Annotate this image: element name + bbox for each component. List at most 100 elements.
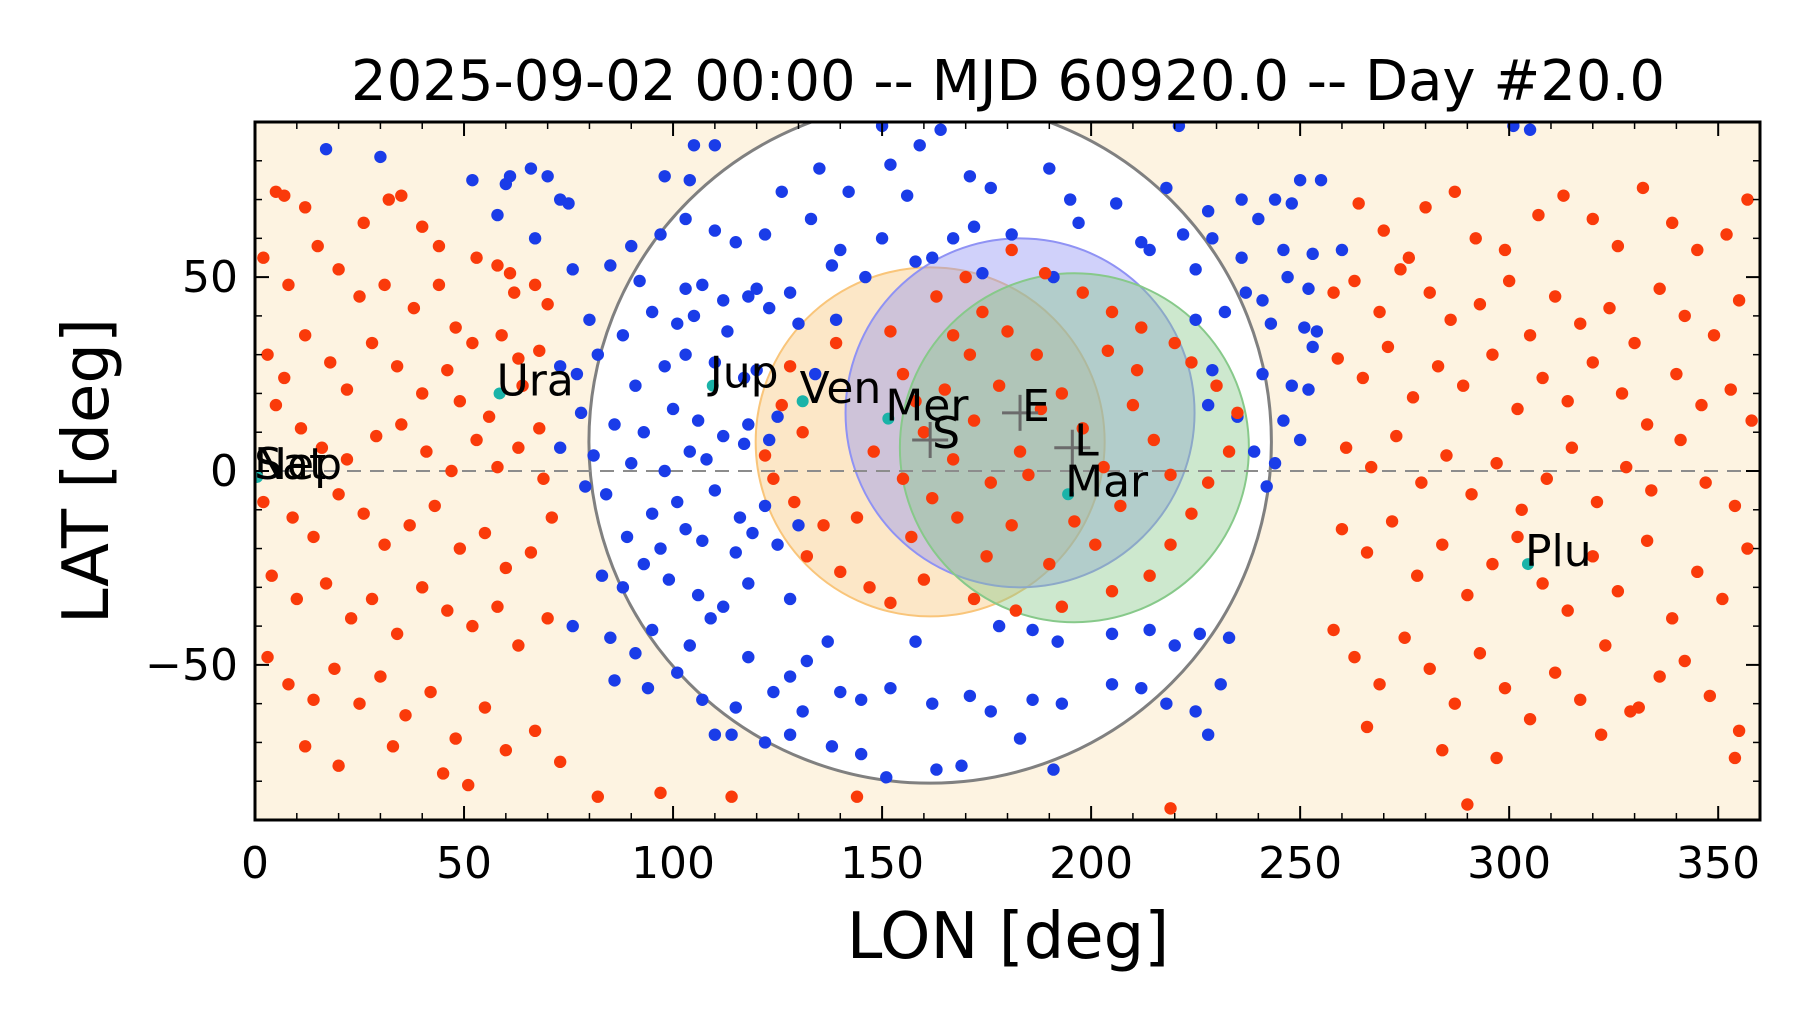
visible-point bbox=[679, 522, 692, 536]
excluded-point bbox=[1666, 216, 1679, 230]
visible-point bbox=[562, 197, 575, 210]
visible-point bbox=[854, 747, 868, 761]
y-tick-label: 0 bbox=[210, 446, 238, 497]
excluded-point bbox=[499, 561, 513, 575]
excluded-point bbox=[382, 193, 395, 206]
excluded-point bbox=[420, 445, 433, 458]
excluded-point bbox=[378, 278, 391, 292]
visible-point bbox=[679, 348, 692, 361]
excluded-point bbox=[395, 418, 408, 431]
planet-dot-sat bbox=[255, 470, 264, 483]
visible-point bbox=[708, 484, 722, 497]
excluded-point bbox=[1147, 433, 1161, 447]
planet-label-ura: Ura bbox=[497, 355, 574, 406]
excluded-point bbox=[332, 488, 345, 501]
excluded-point bbox=[424, 685, 437, 699]
marker-label-l: L bbox=[1074, 416, 1099, 467]
excluded-point bbox=[533, 344, 546, 357]
visible-point bbox=[491, 208, 504, 222]
visible-point bbox=[1013, 732, 1027, 745]
excluded-point bbox=[896, 472, 910, 485]
excluded-point bbox=[1640, 418, 1654, 431]
visible-point bbox=[1105, 627, 1119, 641]
visible-point bbox=[658, 464, 671, 478]
visible-point bbox=[742, 650, 755, 664]
y-tick-label: −50 bbox=[145, 640, 238, 691]
excluded-point bbox=[403, 519, 416, 532]
visible-point bbox=[842, 185, 855, 198]
excluded-point bbox=[834, 565, 847, 579]
visible-point bbox=[374, 150, 387, 164]
visible-point bbox=[1507, 122, 1520, 133]
excluded-point bbox=[1486, 557, 1499, 571]
visible-point bbox=[813, 162, 826, 175]
visible-point bbox=[591, 348, 605, 361]
excluded-point bbox=[269, 398, 283, 412]
excluded-point bbox=[1164, 468, 1177, 482]
visible-point bbox=[758, 499, 772, 513]
excluded-point bbox=[1038, 267, 1052, 280]
visible-point bbox=[875, 232, 889, 245]
excluded-point bbox=[1055, 387, 1069, 400]
visible-point bbox=[1072, 216, 1085, 230]
excluded-point bbox=[1135, 321, 1148, 334]
visible-point bbox=[541, 170, 554, 183]
visible-point bbox=[1026, 623, 1039, 637]
visible-point bbox=[717, 429, 730, 443]
visible-point bbox=[1064, 193, 1077, 206]
excluded-point bbox=[1540, 472, 1553, 485]
planet-dot-plu bbox=[1521, 558, 1534, 571]
visible-point bbox=[629, 379, 642, 392]
excluded-point bbox=[390, 360, 404, 373]
visible-point bbox=[616, 329, 630, 342]
visible-point bbox=[758, 228, 772, 241]
excluded-point bbox=[1402, 251, 1416, 264]
excluded-point bbox=[1465, 488, 1478, 501]
visible-point bbox=[595, 569, 609, 582]
excluded-point bbox=[1009, 604, 1023, 617]
excluded-point bbox=[1678, 309, 1691, 323]
excluded-point bbox=[436, 767, 450, 780]
visible-point bbox=[1285, 197, 1298, 210]
excluded-point bbox=[1502, 274, 1516, 288]
visible-point bbox=[834, 685, 847, 699]
visible-point bbox=[900, 189, 914, 202]
visible-point bbox=[825, 740, 839, 753]
visible-point bbox=[1277, 243, 1290, 257]
x-tick-label: 0 bbox=[241, 838, 269, 889]
excluded-point bbox=[370, 429, 383, 443]
visible-point bbox=[696, 534, 709, 547]
excluded-point bbox=[1360, 546, 1374, 559]
planet-label-ven: Ven bbox=[800, 363, 882, 414]
x-tick-label: 350 bbox=[1676, 838, 1760, 889]
marker-label-e: E bbox=[1022, 381, 1050, 432]
visible-point bbox=[683, 445, 696, 458]
visible-point bbox=[1135, 236, 1148, 249]
visible-point bbox=[1135, 681, 1148, 695]
x-tick-label: 250 bbox=[1258, 838, 1342, 889]
excluded-point bbox=[1716, 592, 1729, 606]
visible-point bbox=[880, 771, 893, 784]
visible-point bbox=[633, 274, 646, 288]
visible-point bbox=[1160, 181, 1173, 195]
excluded-point bbox=[1130, 363, 1144, 377]
visible-point bbox=[775, 185, 788, 198]
visible-point bbox=[566, 619, 579, 633]
visible-point bbox=[700, 453, 713, 466]
visible-point bbox=[1193, 627, 1207, 641]
excluded-point bbox=[1231, 406, 1244, 420]
excluded-point bbox=[884, 325, 897, 338]
excluded-point bbox=[1436, 538, 1449, 551]
visible-point bbox=[783, 728, 797, 741]
excluded-point bbox=[428, 499, 441, 513]
visible-point bbox=[963, 689, 977, 703]
visible-point bbox=[825, 259, 839, 272]
excluded-point bbox=[926, 491, 939, 505]
excluded-point bbox=[315, 441, 329, 454]
excluded-point bbox=[1728, 499, 1742, 513]
excluded-point bbox=[524, 546, 538, 559]
visible-point bbox=[792, 317, 805, 330]
excluded-point bbox=[453, 542, 467, 555]
visible-point bbox=[1285, 379, 1298, 392]
